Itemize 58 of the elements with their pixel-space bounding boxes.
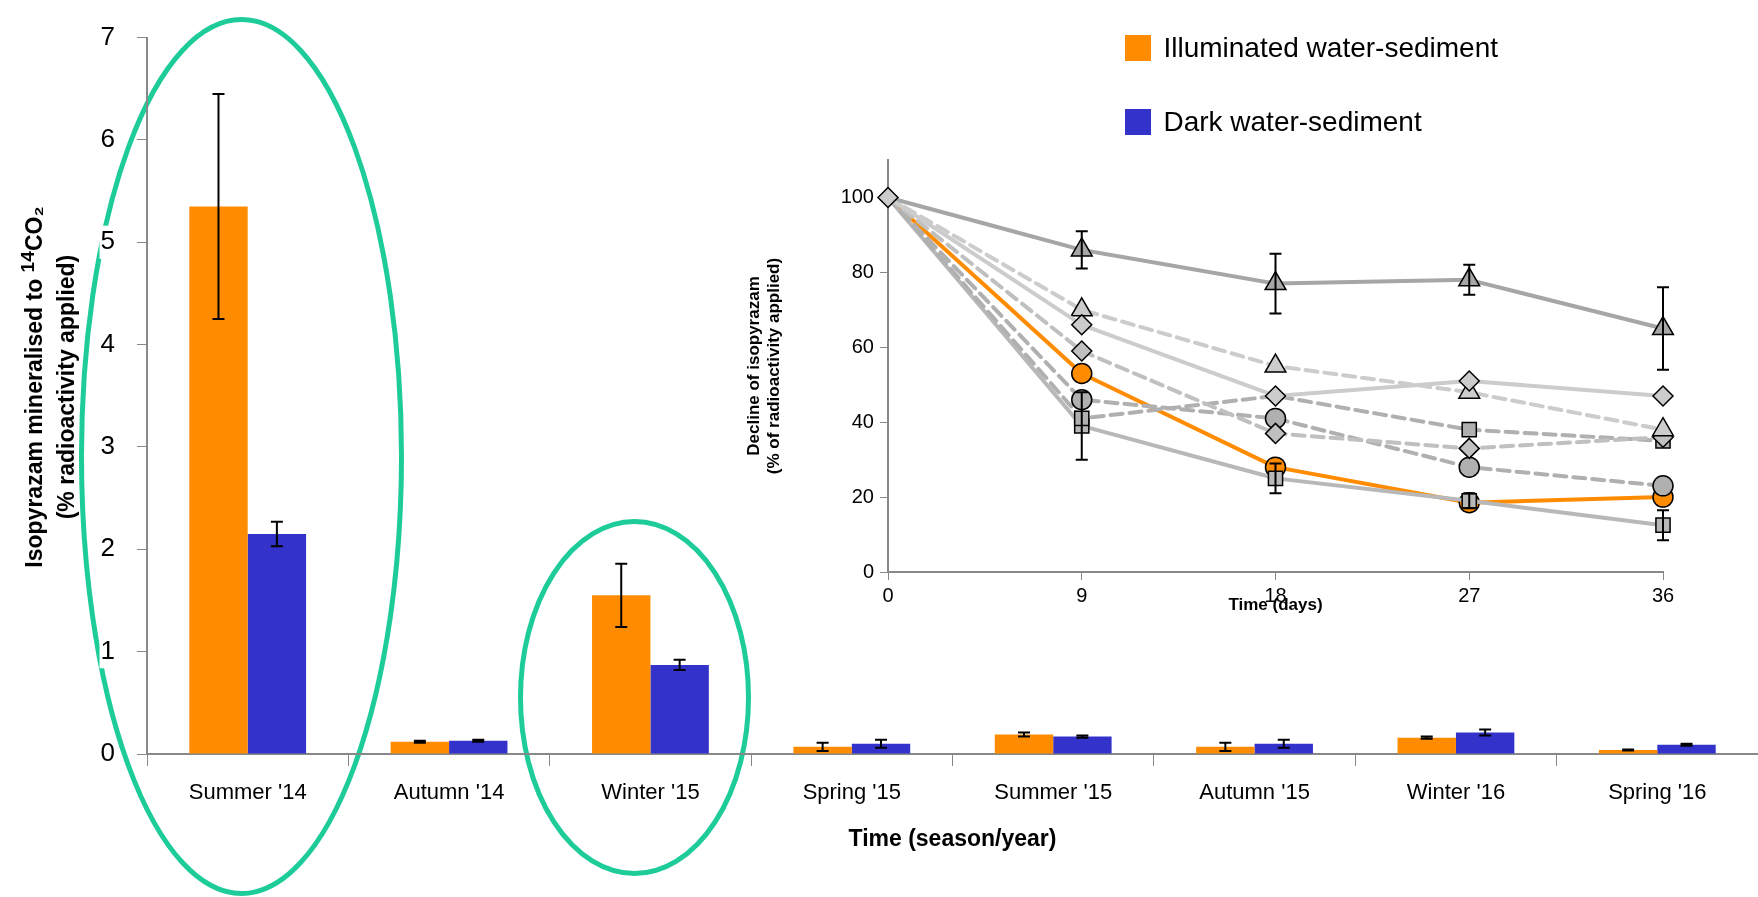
y-tick-label: 7 bbox=[100, 20, 115, 51]
y-tick-label: 1 bbox=[100, 634, 115, 665]
y-tick-label: 80 bbox=[851, 259, 874, 282]
bar bbox=[449, 740, 508, 754]
y-tick-label: 2 bbox=[100, 532, 115, 563]
bar bbox=[1254, 743, 1313, 754]
y-tick-label: 20 bbox=[851, 484, 874, 507]
x-axis-title: Time (season/year) bbox=[848, 824, 1057, 851]
point bbox=[1264, 422, 1287, 445]
bar bbox=[189, 206, 248, 754]
point bbox=[1458, 456, 1480, 478]
y-tick-label: 5 bbox=[100, 225, 115, 256]
y-tick-label: 4 bbox=[100, 327, 115, 358]
bar bbox=[390, 741, 450, 754]
x-tick-label: 27 bbox=[1458, 583, 1481, 606]
y-tick-label: 6 bbox=[100, 123, 115, 154]
y-tick-label: 0 bbox=[100, 737, 115, 768]
point bbox=[1071, 340, 1093, 362]
x-tick-label: Autumn '15 bbox=[1199, 779, 1310, 805]
bar bbox=[1598, 749, 1658, 754]
legend-label: Illuminated water-sediment bbox=[1163, 32, 1498, 64]
point bbox=[1652, 385, 1674, 407]
y-tick-label: 3 bbox=[100, 430, 115, 461]
x-tick-label: 36 bbox=[1651, 583, 1675, 606]
bar bbox=[1053, 736, 1112, 754]
bar bbox=[592, 595, 651, 754]
bar bbox=[994, 734, 1054, 754]
x-tick-label: Summer '14 bbox=[188, 779, 307, 805]
y-axis-title: Decline of isopyrazam (% of radioactivity applied) bbox=[743, 257, 784, 475]
point bbox=[1071, 362, 1093, 385]
y-tick-label: 0 bbox=[862, 559, 874, 582]
y-tick-label: 60 bbox=[851, 334, 874, 357]
x-tick-label: 0 bbox=[882, 583, 894, 606]
point bbox=[1264, 385, 1287, 407]
point bbox=[1461, 421, 1478, 438]
bar bbox=[793, 746, 852, 754]
bar bbox=[1455, 732, 1515, 754]
x-tick-label: Summer '15 bbox=[994, 779, 1113, 805]
bar bbox=[851, 743, 911, 754]
x-tick-label: Spring '16 bbox=[1608, 779, 1707, 805]
bar bbox=[1397, 737, 1456, 754]
x-tick-label: 9 bbox=[1076, 583, 1088, 606]
bar bbox=[650, 664, 709, 754]
y-tick-label: 100 bbox=[840, 184, 874, 207]
point bbox=[877, 186, 899, 209]
bar bbox=[1657, 744, 1716, 754]
x-tick-label: Winter '15 bbox=[601, 779, 700, 805]
bar bbox=[247, 533, 307, 754]
point bbox=[1458, 437, 1480, 460]
x-tick-label: Spring '15 bbox=[802, 779, 902, 805]
y-tick-label: 40 bbox=[851, 409, 874, 432]
x-tick-label: Autumn '14 bbox=[393, 779, 505, 805]
point bbox=[1458, 370, 1480, 392]
x-tick-label: Winter '16 bbox=[1406, 779, 1506, 805]
point bbox=[1071, 314, 1093, 336]
bar bbox=[1196, 746, 1255, 754]
legend-label: Dark water-sediment bbox=[1163, 106, 1422, 138]
point bbox=[1652, 475, 1674, 497]
